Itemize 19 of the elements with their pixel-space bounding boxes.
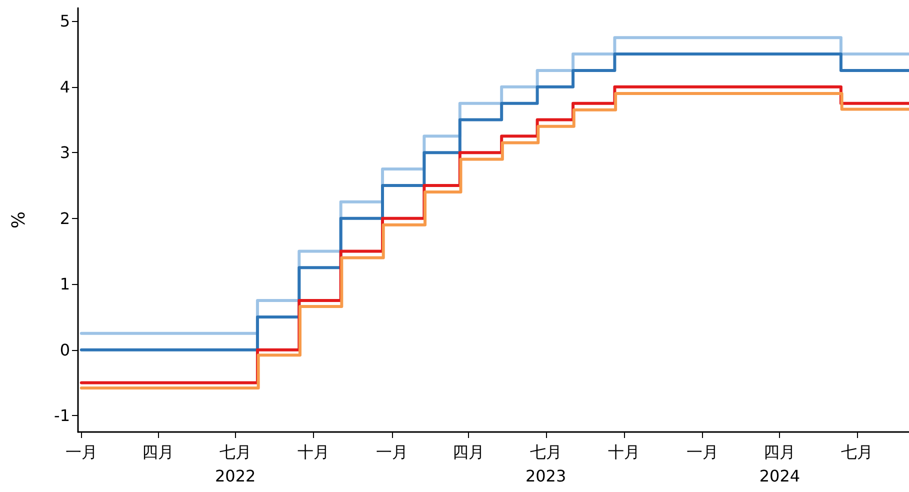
x-tick-label: 一月 [65, 442, 98, 462]
x-tick-label: 一月 [376, 442, 408, 462]
x-tick-label: 七月 [841, 442, 874, 462]
y-tick-label: -1 [54, 406, 70, 426]
x-tick-label: 十月 [608, 442, 640, 462]
y-tick-label: 2 [60, 208, 70, 228]
x-tick-label: 七月 2022 [214, 442, 256, 486]
y-tick-label: 3 [60, 143, 70, 162]
x-tick-label: 四月 [452, 442, 484, 462]
x-tick-label: 一月 [686, 442, 718, 462]
y-tick-label: 5 [60, 12, 70, 31]
x-tick-label: 十月 [298, 442, 330, 462]
x-tick-label: 四月 [142, 442, 174, 462]
x-tick-label: 四月 2024 [759, 442, 800, 486]
y-tick-label: 1 [60, 274, 70, 294]
y-axis-title: % [8, 211, 30, 229]
x-tick-label: 七月 2023 [525, 442, 566, 486]
y-tick-label: 0 [60, 340, 70, 360]
y-tick-label: 4 [60, 77, 70, 96]
